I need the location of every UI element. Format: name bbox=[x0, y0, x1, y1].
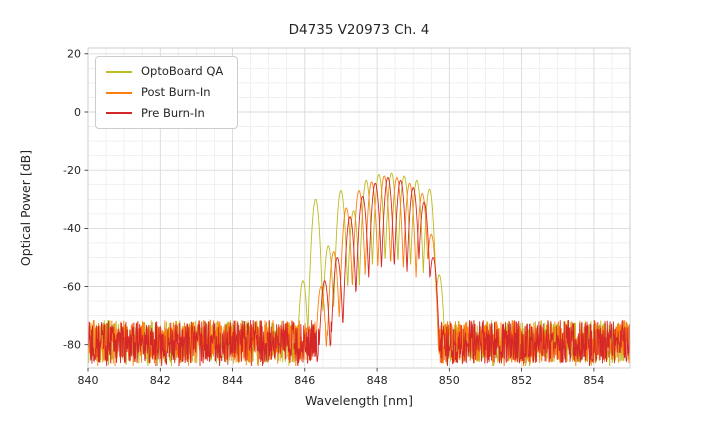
x-tick-label: 850 bbox=[439, 374, 460, 387]
x-tick-label: 854 bbox=[583, 374, 604, 387]
legend-swatch-post-burn-in bbox=[106, 91, 132, 94]
x-tick-label: 842 bbox=[150, 374, 171, 387]
y-tick-label: -40 bbox=[63, 222, 81, 235]
y-tick-label: -80 bbox=[63, 339, 81, 352]
series-lines bbox=[87, 172, 631, 367]
y-tick-label: -20 bbox=[63, 164, 81, 177]
plot-border bbox=[87, 47, 631, 369]
y-tick-label: 0 bbox=[74, 106, 81, 119]
x-axis-label: Wavelength [nm] bbox=[305, 393, 413, 408]
axes: 840 842 844 846 848 850 852 854 20 0 -20 -40 -60 -80 bbox=[63, 47, 631, 387]
legend-label: Post Burn-In bbox=[141, 84, 211, 99]
series-line-pre-burn-in bbox=[87, 176, 631, 367]
x-tick-label: 840 bbox=[78, 374, 99, 387]
legend-swatch-optoboard-qa bbox=[106, 70, 132, 73]
x-tick-label: 844 bbox=[222, 374, 243, 387]
y-axis-label: Optical Power [dB] bbox=[18, 150, 33, 266]
legend-item-pre-burn-in: Pre Burn-In bbox=[106, 105, 223, 121]
legend-item-optoboard-qa: OptoBoard QA bbox=[106, 64, 224, 79]
legend-swatch-pre-burn-in bbox=[106, 112, 132, 115]
y-tick-label: -60 bbox=[63, 280, 81, 293]
legend-label: Pre Burn-In bbox=[141, 105, 205, 120]
chart-title: D4735 V20973 Ch. 4 bbox=[289, 22, 430, 38]
x-tick-label: 852 bbox=[511, 374, 532, 387]
x-tick-label: 846 bbox=[294, 374, 315, 387]
x-tick-label: 848 bbox=[367, 374, 388, 387]
y-tick-label: 20 bbox=[67, 48, 81, 61]
legend-label: OptoBoard QA bbox=[141, 64, 224, 78]
legend-item-post-burn-in: Post Burn-In bbox=[106, 84, 223, 100]
legend: OptoBoard QA Post Burn-In Pre Burn-In bbox=[95, 56, 239, 130]
